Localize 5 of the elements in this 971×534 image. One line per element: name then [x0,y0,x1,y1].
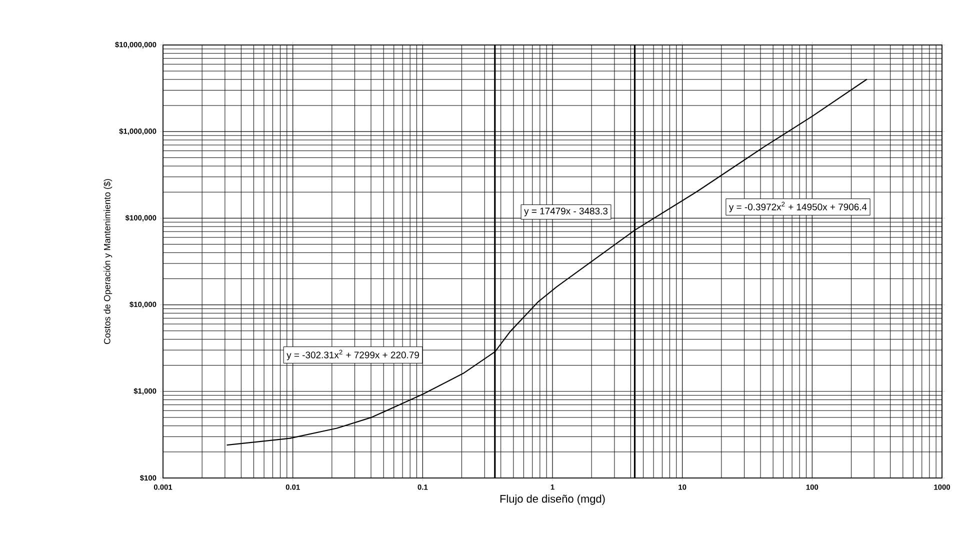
x-axis-title: Flujo de diseño (mgd) [500,494,605,505]
annotation: y = -0.3972x$^{2}$ + 14950x + 7906.4 [728,202,867,212]
y-axis-title: Costos de Operación y Mantenimiento ($) [104,179,112,344]
annotation: y = -302.31x$^{2}$ + 7299x + 220.79 [286,350,419,360]
annotation: y = 17479x - 3483.3 [524,208,608,216]
